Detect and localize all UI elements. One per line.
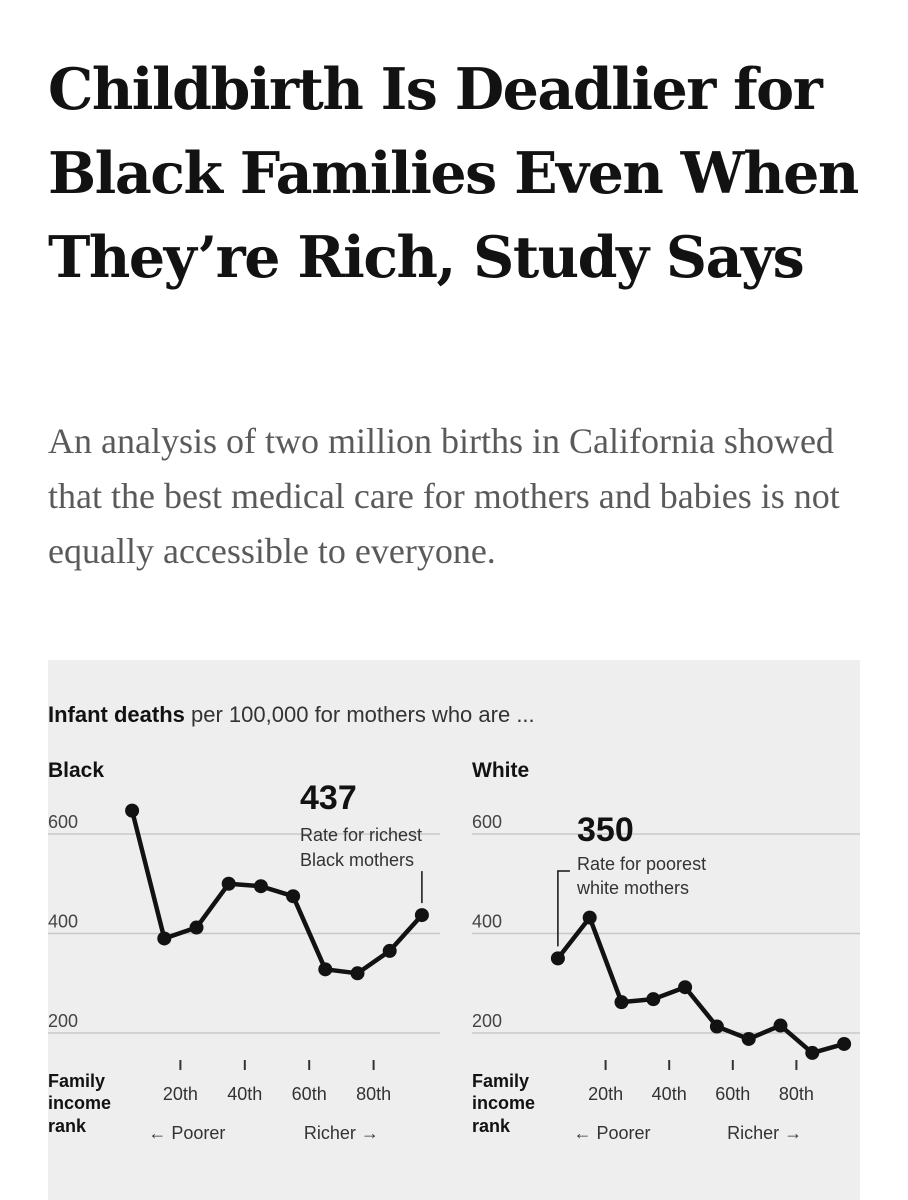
x-tick-label: 60th (292, 1084, 327, 1104)
annotation-leader (557, 870, 570, 947)
chart-panel: Infant deaths per 100,000 for mothers wh… (48, 660, 860, 1200)
rank-label-line3: rank (48, 1116, 87, 1136)
chart-title-bold: Infant deaths (48, 702, 185, 727)
y-tick-label: 600 (472, 812, 502, 832)
data-point (253, 879, 268, 894)
y-tick-label: 200 (472, 1011, 502, 1031)
annotation-text: white mothers (576, 878, 689, 898)
rank-label-line1: Family (472, 1071, 529, 1091)
chart-title-rest: per 100,000 for mothers who are ... (184, 702, 535, 727)
series-line (556, 915, 845, 1056)
data-point (286, 889, 301, 904)
data-point (614, 995, 629, 1010)
x-tick-label: 20th (163, 1084, 198, 1104)
x-tick-label: 40th (227, 1084, 262, 1104)
white-mothers-panel: White 200 400 600 20th 40th 60th 80th Familyinco… (472, 759, 860, 1143)
y-tick-label: 400 (48, 912, 78, 932)
poorer-label: ← Poorer (573, 1123, 650, 1143)
data-point (678, 980, 693, 995)
data-point (550, 951, 565, 966)
richer-label: Richer → (727, 1123, 802, 1143)
data-point (414, 908, 429, 923)
y-tick-label: 400 (472, 912, 502, 932)
data-point (157, 931, 172, 946)
panel-title: Black (48, 759, 104, 782)
annotation-text: Rate for poorest (577, 854, 706, 874)
series-line (129, 810, 424, 976)
annotation-text: Black mothers (300, 850, 414, 870)
x-tick-label: 20th (588, 1084, 623, 1104)
data-point (805, 1045, 820, 1060)
black-mothers-panel: Black 200 400 600 20th 40th 60th 80th Familyinco… (48, 759, 440, 1143)
x-tick-label: 60th (715, 1084, 750, 1104)
data-point (582, 910, 597, 925)
annotation-value: 350 (577, 811, 634, 849)
annotation-text: Rate for richest (300, 825, 422, 845)
article-summary: An analysis of two million births in Cal… (48, 421, 840, 571)
data-point (741, 1031, 756, 1046)
data-point (773, 1018, 788, 1033)
richer-label: Richer → (304, 1123, 379, 1143)
panel-title: White (472, 759, 529, 782)
rank-label-line1: Family (48, 1071, 105, 1091)
data-point (221, 876, 236, 891)
data-point (189, 920, 204, 935)
headline: Childbirth Is Deadlier for Black Familie… (48, 56, 859, 291)
data-point (709, 1019, 724, 1034)
data-point (318, 962, 333, 977)
data-point (646, 992, 661, 1007)
x-tick-label: 40th (652, 1084, 687, 1104)
rank-label-line2: income (48, 1093, 111, 1113)
y-tick-label: 200 (48, 1011, 78, 1031)
annotation-value: 437 (300, 779, 357, 817)
poorer-label: ← Poorer (148, 1123, 225, 1143)
y-tick-label: 600 (48, 812, 78, 832)
data-point (382, 943, 397, 958)
data-point (350, 966, 365, 981)
rank-label-line2: income (472, 1093, 535, 1113)
x-tick-label: 80th (779, 1084, 814, 1104)
data-point (125, 803, 140, 818)
chart-title: Infant deaths per 100,000 for mothers wh… (48, 702, 535, 728)
x-tick-label: 80th (356, 1084, 391, 1104)
rank-label-line3: rank (472, 1116, 511, 1136)
data-point (837, 1036, 852, 1051)
